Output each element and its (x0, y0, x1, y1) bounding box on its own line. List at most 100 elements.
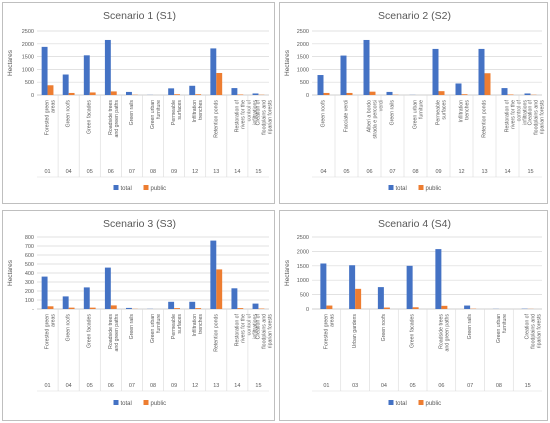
bar-total-15 (252, 303, 259, 309)
legend-label-public: public (151, 186, 167, 192)
x-category-label: Creation offloodplains andriparian fores… (525, 313, 543, 348)
bar-public-12 (195, 308, 202, 309)
x-code-label: 01 (44, 169, 50, 175)
y-tick-label: 1500 (22, 55, 34, 61)
bar-total-06 (435, 249, 442, 309)
x-code-label: 06 (108, 169, 114, 175)
x-code-label: 12 (458, 169, 464, 175)
x-category-label: Green facades (87, 100, 93, 134)
y-tick-label: 0 (306, 93, 309, 99)
legend-swatch-total (113, 185, 119, 190)
bar-public-13 (484, 73, 491, 95)
y-tick-label: 100 (25, 298, 34, 304)
y-tick-label: 1500 (297, 264, 309, 270)
legend-label-total: total (396, 401, 407, 407)
bar-total-05 (406, 265, 413, 309)
bar-total-06 (363, 39, 370, 95)
bar-total-07 (386, 91, 393, 95)
y-axis-label: Hectares (7, 49, 14, 76)
x-code-label: 03 (352, 383, 358, 389)
bar-public-01 (47, 306, 54, 309)
x-code-label: 04 (320, 169, 326, 175)
bar-total-07 (464, 305, 471, 309)
y-tick-label: 2500 (297, 29, 309, 35)
bar-public-01 (326, 305, 333, 309)
chart-svg: Scenario 3 (S3) Hectares - 100 200 300 400 500 6… (7, 218, 273, 407)
x-code-label: 15 (255, 383, 261, 389)
bar-public-06 (369, 91, 376, 95)
bar-total-07 (126, 91, 132, 95)
bar-total-14 (231, 88, 238, 95)
x-code-label: 05 (410, 383, 416, 389)
y-tick-label: 2000 (297, 42, 309, 48)
bar-public-05 (89, 92, 96, 95)
chart-svg: Scenario 4 (S4) Hectares 0 500 1000 1500 2000 2… (284, 218, 543, 407)
chart-panel-s2: Scenario 2 (S2) Hectares 0 500 1000 1500 2000 2… (279, 2, 548, 204)
x-code-label: 05 (87, 383, 93, 389)
x-code-label: 04 (66, 383, 72, 389)
x-code-label: 05 (87, 169, 93, 175)
x-category-label: Forested greenareas (45, 314, 57, 350)
x-category-label: Creation offloodplains andriparian fores… (255, 99, 273, 134)
bar-public-09 (174, 308, 180, 309)
x-code-label: 08 (150, 383, 156, 389)
bar-public-05 (346, 92, 353, 95)
y-tick-label: 2500 (22, 29, 34, 35)
x-category-label: Creation offloodplains andriparian fores… (255, 313, 273, 348)
y-axis-label: Hectares (284, 49, 291, 76)
x-category-label: Permeablesurfaces (171, 314, 183, 339)
y-tick-label: - (32, 307, 34, 313)
bar-total-09 (432, 48, 439, 95)
x-code-label: 04 (381, 383, 387, 389)
x-code-label: 14 (504, 169, 510, 175)
bar-public-13 (216, 72, 223, 95)
chart-panel-s1: Scenario 1 (S1) Hectares 0 500 1000 1500 2000 2… (2, 2, 275, 204)
chart-title: Scenario 4 (S4) (378, 218, 451, 230)
chart-panel-s4: Scenario 4 (S4) Hectares 0 500 1000 1500 2000 2… (279, 210, 548, 421)
x-code-label: 04 (66, 169, 72, 175)
x-category-label: Restoration ofrivers for thecontrol ofin… (234, 99, 258, 132)
legend-swatch-total (388, 400, 394, 405)
y-axis-label: Hectares (7, 259, 14, 286)
bar-total-09 (168, 301, 175, 309)
x-category-label: Urban gardens (352, 314, 358, 349)
y-tick-label: 1000 (297, 278, 309, 284)
x-category-label: Green rails (129, 314, 135, 340)
x-category-label: Creation offloodplains andriparian fores… (528, 99, 546, 134)
bar-total-03 (349, 265, 356, 309)
chart-title: Scenario 2 (S2) (378, 10, 451, 22)
x-code-label: 15 (525, 383, 531, 389)
legend-swatch-public (143, 400, 149, 405)
x-code-label: 07 (389, 169, 395, 175)
y-tick-label: 2000 (22, 42, 34, 48)
y-axis-label: Hectares (284, 259, 291, 286)
legend-label-total: total (121, 401, 132, 407)
x-category-label: Permeablesurfaces (171, 100, 183, 125)
bar-total-01 (41, 46, 48, 95)
x-code-label: 12 (192, 169, 198, 175)
legend-label-total: total (121, 186, 132, 192)
x-category-label: Green rails (390, 100, 396, 126)
bar-public-06 (441, 305, 448, 309)
chart-panel-s3: Scenario 3 (S3) Hectares - 100 200 300 400 500 6… (2, 210, 275, 421)
x-code-label: 05 (343, 169, 349, 175)
x-category-label: Green urbanfurniture (496, 314, 508, 343)
bar-public-04 (323, 92, 330, 95)
x-code-label: 08 (496, 383, 502, 389)
bar-public-03 (355, 288, 362, 309)
bar-public-12 (461, 94, 468, 95)
x-category-label: Infiltrationtrenches (192, 100, 204, 123)
x-category-label: Green roofs (66, 100, 72, 128)
x-category-label: Green facades (87, 314, 93, 348)
x-category-label: Green rails (129, 100, 135, 126)
legend-label-public: public (426, 401, 442, 407)
bar-total-04 (62, 296, 69, 309)
x-category-label: Roadside treesand green paths (108, 100, 120, 138)
x-code-label: 15 (255, 169, 261, 175)
y-tick-label: 500 (300, 80, 309, 86)
x-code-label: 07 (129, 383, 135, 389)
bar-total-12 (455, 83, 462, 95)
x-code-label: 12 (192, 383, 198, 389)
bar-public-14 (237, 94, 244, 95)
y-tick-label: 200 (25, 289, 34, 295)
